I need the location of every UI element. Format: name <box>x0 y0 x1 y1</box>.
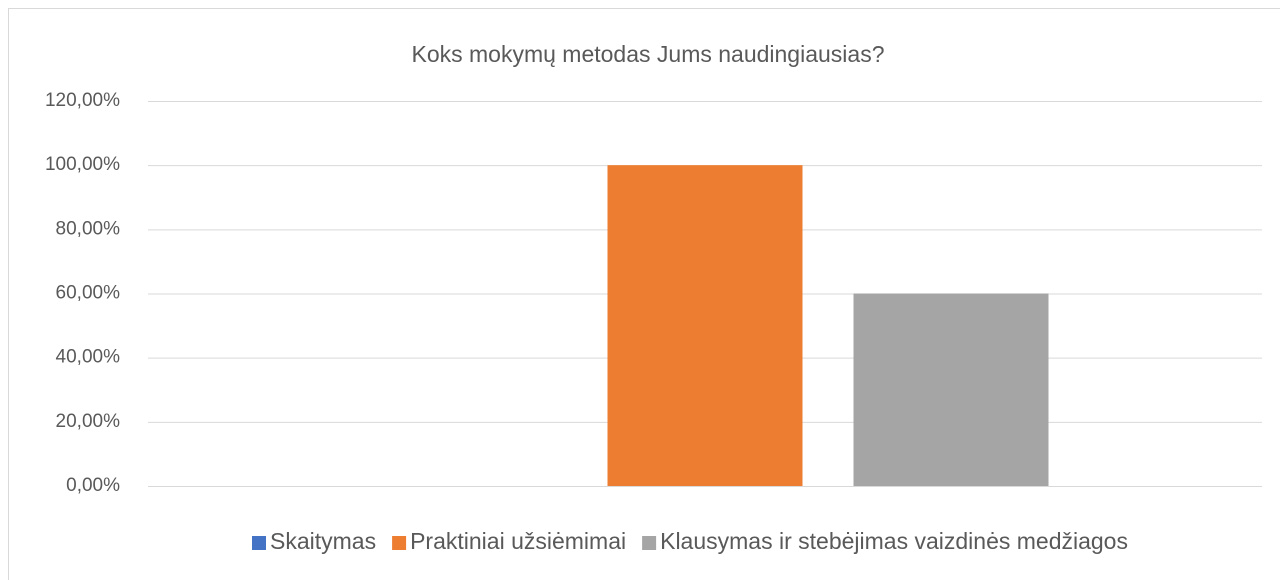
bar <box>607 165 803 486</box>
y-tick-label: 100,00% <box>45 154 120 175</box>
legend-swatch <box>252 536 267 550</box>
legend-label: Skaitymas <box>270 528 376 554</box>
legend-label: Praktiniai užsiėmimai <box>410 528 626 554</box>
legend-label: Klausymas ir stebėjimas vaizdinės medžia… <box>660 528 1128 554</box>
y-tick-label: 20,00% <box>56 411 121 432</box>
y-tick-label: 0,00% <box>66 475 120 496</box>
chart-title: Koks mokymų metodas Jums naudingiausias? <box>411 41 884 67</box>
bar <box>853 293 1049 486</box>
y-tick-label: 80,00% <box>56 218 121 239</box>
y-tick-label: 120,00% <box>45 90 120 111</box>
legend-swatch <box>642 536 657 550</box>
y-tick-label: 40,00% <box>56 347 121 368</box>
legend-swatch <box>392 536 407 550</box>
y-tick-label: 60,00% <box>56 283 121 304</box>
